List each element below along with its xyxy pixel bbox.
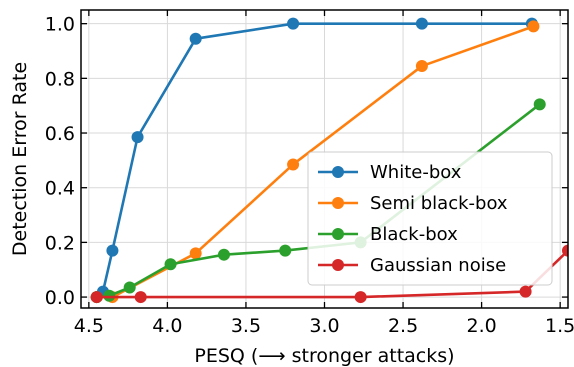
data-point	[164, 258, 177, 271]
data-point	[415, 60, 428, 73]
legend-item: Black-box	[318, 224, 458, 245]
y-tick-label: 0.0	[45, 287, 75, 309]
data-point	[189, 32, 202, 45]
legend-label: Gaussian noise	[370, 255, 506, 276]
data-point	[279, 244, 292, 257]
x-tick-label: 3.0	[309, 315, 339, 337]
legend-item: Semi black-box	[318, 193, 508, 214]
legend-swatch-marker	[332, 259, 344, 271]
data-point	[519, 285, 532, 298]
x-tick-label: 2.0	[466, 315, 496, 337]
legend-swatch-marker	[332, 197, 344, 209]
data-point	[287, 17, 300, 30]
legend-swatch-marker	[332, 166, 344, 178]
y-tick-label: 0.2	[45, 232, 75, 254]
legend: White-box Semi black-box Black-box Gaussian…	[307, 151, 553, 286]
y-tick-label: 0.6	[45, 123, 75, 145]
legend-label: Semi black-box	[370, 193, 508, 214]
data-point	[287, 158, 300, 171]
x-tick-label: 4.0	[152, 315, 182, 337]
x-tick-label: 3.5	[231, 315, 261, 337]
x-tick-label: 4.5	[74, 315, 104, 337]
data-point	[415, 17, 428, 30]
series-line	[95, 22, 532, 299]
legend-label: Black-box	[370, 224, 458, 245]
data-point	[131, 131, 144, 144]
data-point	[106, 244, 119, 257]
y-tick-label: 0.4	[45, 178, 75, 200]
data-point	[527, 20, 540, 33]
legend-box	[307, 151, 553, 286]
data-point	[217, 248, 230, 261]
data-point	[134, 291, 147, 304]
y-tick-label: 0.8	[45, 68, 75, 90]
legend-swatch-marker	[332, 228, 344, 240]
y-tick-label: 1.0	[45, 14, 75, 36]
legend-item: White-box	[318, 162, 462, 183]
data-point	[189, 247, 202, 260]
data-point	[123, 281, 136, 294]
data-point	[103, 289, 116, 302]
data-point	[354, 291, 367, 304]
data-point	[562, 244, 568, 257]
series-white-box	[90, 17, 538, 304]
x-axis-label: PESQ (⟶ stronger attacks)	[194, 345, 454, 367]
data-point	[90, 291, 103, 304]
data-point	[533, 98, 546, 111]
legend-label: White-box	[370, 162, 462, 183]
legend-item: Gaussian noise	[318, 255, 506, 276]
ticks: 4.5 4.0 3.5 3.0 2.5 2.0 1.5 0.0 0.2 0.4 0.6 0.8 1.0	[45, 10, 574, 337]
x-tick-label: 1.5	[545, 315, 574, 337]
x-tick-label: 2.5	[388, 315, 418, 337]
y-axis-label: Detection Error Rate	[9, 62, 31, 256]
